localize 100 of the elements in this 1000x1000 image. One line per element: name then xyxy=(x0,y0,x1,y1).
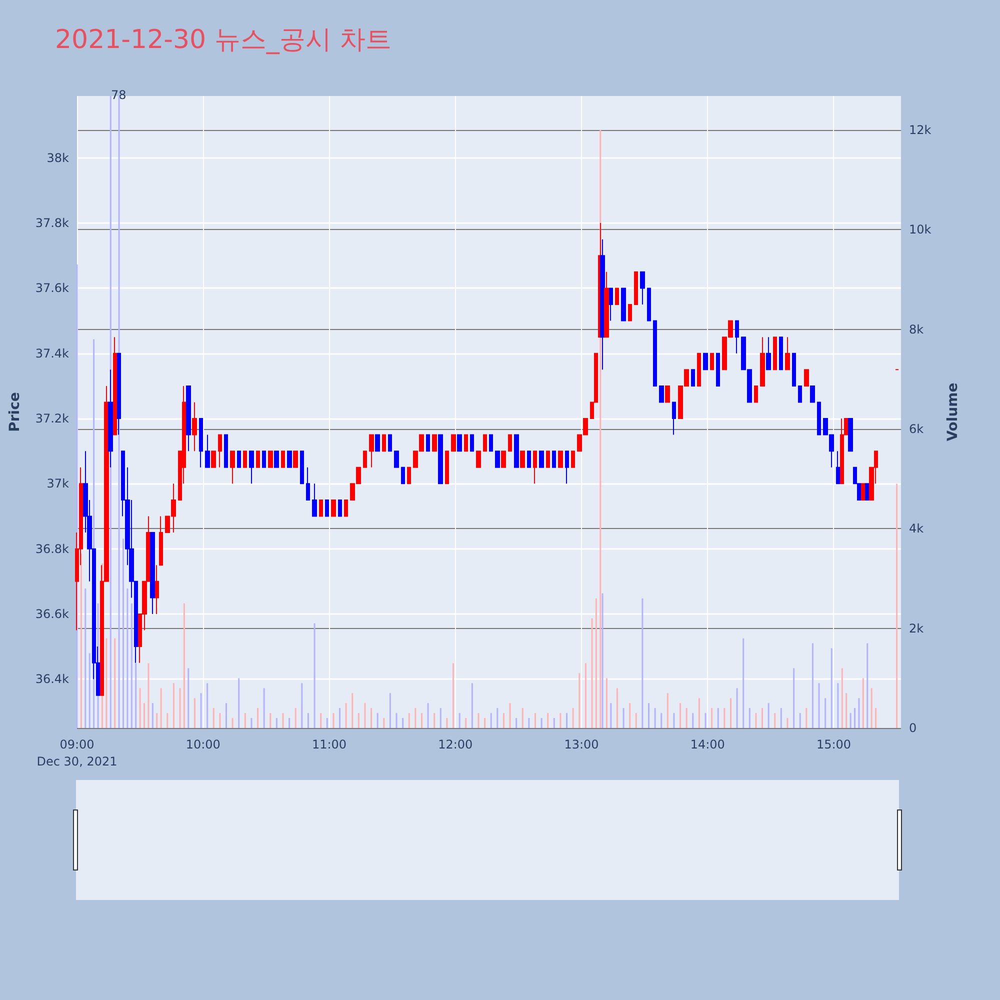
candlestick xyxy=(836,450,840,484)
candlestick xyxy=(249,450,254,484)
candlestick xyxy=(810,385,815,403)
candlestick xyxy=(186,385,191,452)
candlestick xyxy=(230,450,235,484)
candlestick xyxy=(205,434,210,468)
candlestick xyxy=(495,450,500,468)
candlestick xyxy=(319,499,323,517)
candlestick xyxy=(306,466,310,500)
candlestick xyxy=(287,450,292,468)
y-axis-title: Price xyxy=(7,392,23,432)
candlestick xyxy=(539,450,544,468)
candlestick xyxy=(199,418,203,468)
candlestick xyxy=(464,434,468,452)
candlestick xyxy=(840,418,844,484)
candlestick xyxy=(476,450,481,468)
candlestick xyxy=(363,450,367,468)
candlestick xyxy=(192,402,197,452)
chart-title: 2021-12-30 뉴스_공시 차트 xyxy=(55,25,392,55)
candlestick xyxy=(533,450,537,484)
candlestick xyxy=(861,483,865,500)
candlestick xyxy=(274,450,279,468)
x-tick-label: 11:00 xyxy=(312,738,347,752)
candlestick xyxy=(527,450,531,468)
candlestick xyxy=(785,336,790,370)
y-tick-label: 36.4k xyxy=(35,672,70,686)
candlestick xyxy=(388,434,392,452)
y2-tick-label: 8k xyxy=(909,322,924,336)
x-tick-label: 13:00 xyxy=(564,738,599,752)
candlestick xyxy=(792,352,796,386)
candlestick xyxy=(211,450,216,468)
candlestick xyxy=(445,450,449,484)
x-tick-label: 12:00 xyxy=(438,738,473,752)
y-tick-label: 38k xyxy=(46,150,70,165)
y2-tick-label: 10k xyxy=(909,222,932,237)
candlestick xyxy=(634,271,638,305)
candlestick xyxy=(300,450,304,484)
candlestick xyxy=(426,434,430,452)
candlestick xyxy=(470,434,474,452)
candlestick xyxy=(155,564,159,614)
y-tick-label: 37.4k xyxy=(35,346,70,360)
candlestick xyxy=(218,434,222,468)
candlestick xyxy=(256,450,260,468)
y2-axis-title: Volume xyxy=(945,382,961,442)
candlestick xyxy=(779,336,783,370)
annotation: 78 xyxy=(111,88,126,102)
candlestick xyxy=(401,466,405,484)
y-tick-label: 37.6k xyxy=(35,281,70,296)
y2-tick-label: 0 xyxy=(909,721,917,735)
candlestick xyxy=(159,516,163,566)
x-tick-label: 15:00 xyxy=(816,738,852,752)
candlestick xyxy=(281,450,285,468)
y-tick-label: 37k xyxy=(46,476,70,491)
candlestick xyxy=(369,434,374,468)
candlestick xyxy=(766,336,771,370)
x-tick-label: 09:00 Dec 30, 2021 xyxy=(36,738,118,768)
candlestick xyxy=(457,434,462,452)
candlestick xyxy=(338,499,342,517)
candlestick xyxy=(325,499,329,517)
candlestick xyxy=(344,499,348,517)
candlestick xyxy=(150,532,155,614)
candlestick xyxy=(754,385,758,403)
candlestick xyxy=(600,238,605,370)
candlestick xyxy=(817,402,821,436)
candlestick xyxy=(108,369,113,468)
candlestick xyxy=(615,288,619,305)
candlestick xyxy=(451,434,456,452)
candlestick xyxy=(113,336,117,436)
candlestick xyxy=(609,288,613,322)
candlestick xyxy=(243,450,247,468)
candlestick xyxy=(804,369,809,386)
candlestick xyxy=(735,320,739,354)
candlestick xyxy=(546,450,550,468)
y-tick-label: 36.8k xyxy=(35,542,70,556)
y2-tick-label: 12k xyxy=(909,122,932,137)
candlestick xyxy=(293,450,298,468)
candlestick xyxy=(501,450,506,468)
y2-tick-label: 4k xyxy=(909,522,924,536)
candlestick xyxy=(394,450,399,468)
candlestick xyxy=(697,352,701,386)
candlestick xyxy=(224,434,228,468)
candlestick xyxy=(508,434,512,452)
candlestick xyxy=(691,369,695,386)
candlestick xyxy=(382,434,386,452)
candlestick xyxy=(703,352,708,370)
candlestick xyxy=(438,434,443,484)
candlestick xyxy=(432,434,437,452)
y-tick-label: 37.2k xyxy=(35,412,70,426)
candlestick xyxy=(558,450,563,468)
candlestick xyxy=(552,450,556,468)
candlestick xyxy=(571,450,575,468)
candlestick xyxy=(604,271,609,338)
x-tick-label: 10:00 xyxy=(186,738,220,752)
candlestick xyxy=(653,320,657,386)
candlestick xyxy=(483,434,487,452)
candlestick xyxy=(628,304,632,322)
candlestick xyxy=(262,450,266,468)
y-tick-label: 37.8k xyxy=(35,216,70,230)
candlestick xyxy=(514,434,519,468)
candlestick xyxy=(659,385,664,403)
